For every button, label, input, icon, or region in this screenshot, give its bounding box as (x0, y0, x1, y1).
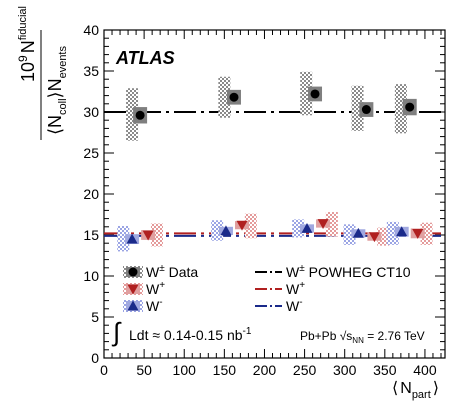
y-title-numerator: 109 Nfiducial (16, 6, 38, 82)
x-axis-title: ⟨ Npart ⟩ (392, 380, 439, 401)
y-title-den-close: ⟩ (45, 91, 65, 98)
syst-box-wpm (351, 85, 364, 131)
x-tick-label: 300 (333, 362, 357, 378)
legend-marker-wpm (128, 267, 138, 277)
x-tick-label: 250 (293, 362, 317, 378)
data-point-wpm (229, 92, 239, 102)
y-tick-label: 20 (83, 186, 99, 202)
y-tick-label: 30 (83, 104, 99, 120)
data-point-wminus (126, 233, 138, 244)
legend-marker-wplus (127, 284, 139, 295)
x-tick-label: 0 (100, 362, 108, 378)
y-tick-label: 5 (91, 309, 99, 325)
y-title-den-sub: coll (57, 98, 69, 115)
legend-label-theory-wpm: W± POWHEG CT10 (286, 263, 411, 280)
syst-box-wplus (150, 223, 163, 247)
y-axis-title: 109Nfiducial ⟨Ncoll⟩Nevents (16, 6, 69, 140)
data-point-wplus (317, 219, 329, 230)
data-point-wplus (142, 230, 154, 241)
y-tick-label: 35 (83, 63, 99, 79)
data-point-wplus (236, 220, 248, 231)
x-tick-label: 400 (413, 362, 437, 378)
y-tick-label: 10 (83, 268, 99, 284)
syst-box-wplus (420, 222, 433, 245)
x-tick-label: 200 (253, 362, 277, 378)
syst-box-wpm (126, 88, 139, 141)
x-tick-label: 350 (373, 362, 397, 378)
y-title-denominator: ⟨Ncoll⟩Nevents (45, 46, 69, 135)
energy-text: Pb+Pb √sNN = 2.76 TeV (300, 329, 425, 345)
x-tick-label: 100 (173, 362, 197, 378)
x-tick-label: 50 (136, 362, 152, 378)
y-tick-label: 15 (83, 227, 99, 243)
y-title-n: N (18, 40, 38, 53)
syst-box-wminus (211, 220, 224, 241)
data-point-wminus (220, 225, 232, 236)
syst-box-wplus (325, 212, 338, 237)
x-tick-label: 150 (213, 362, 237, 378)
syst-box-wpm (394, 84, 407, 134)
data-point-wminus (352, 227, 364, 238)
y-title-den-open: ⟨ (45, 128, 65, 135)
data-point-wplus (368, 232, 380, 243)
legend-label-data-wpm: W± Data (146, 263, 198, 280)
data-point-wminus (396, 226, 408, 237)
data-point-wminus (301, 222, 313, 233)
data-point-wpm (135, 110, 145, 120)
legend: W± Data W+ W- W± POWHEG CT10 W+ W- (123, 263, 411, 314)
syst-box-wplus (377, 227, 390, 246)
lumi-annotation: ∫ Ldt ≈ 0.14-0.15 nb-1 Pb+Pb √sNN = 2.76… (111, 317, 425, 347)
lumi-text: Ldt ≈ 0.14-0.15 nb-1 (129, 326, 252, 343)
data-point-wpm (361, 105, 371, 115)
legend-label-theory-wminus: W- (286, 297, 303, 314)
y-tick-label: 40 (83, 22, 99, 38)
legend-label-data-wplus: W+ (146, 280, 165, 297)
data-point-wpm (310, 89, 320, 99)
legend-label-data-wminus: W- (146, 297, 163, 314)
y-title-exp: 9 (16, 55, 30, 62)
data-point-wplus (412, 228, 424, 239)
plot-area: 0 50 100 150 200 250 300 350 400 0 5 10 15 20 25 30 35 40 (83, 22, 446, 378)
data-point-wpm (405, 102, 415, 112)
y-title-base: 10 (18, 62, 38, 82)
y-tick-label: 0 (91, 350, 99, 366)
syst-box-wminus (117, 225, 130, 252)
syst-box-wminus (292, 219, 305, 238)
y-title-den-n: N (45, 115, 65, 128)
atlas-label: ATLAS (115, 48, 175, 68)
lumi-integral-sign: ∫ (111, 317, 122, 347)
legend-label-theory-wplus: W+ (286, 280, 305, 297)
syst-box-wpm (300, 71, 313, 116)
syst-box-wpm (218, 76, 231, 118)
y-title-den-sub2: events (57, 46, 69, 79)
y-tick-label: 25 (83, 145, 99, 161)
y-title-sup: fiducial (17, 6, 29, 40)
syst-box-wplus (244, 213, 257, 239)
y-title-den-n2: N (45, 78, 65, 91)
legend-marker-wminus (127, 300, 139, 311)
